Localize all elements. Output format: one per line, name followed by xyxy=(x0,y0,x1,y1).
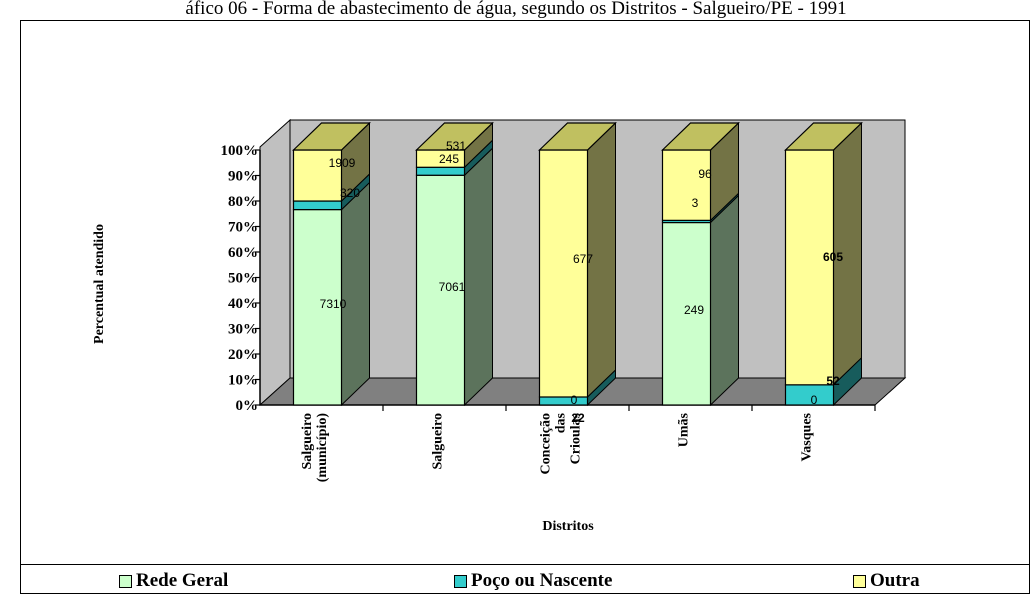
bar-segment xyxy=(540,150,588,397)
legend-swatch-poco xyxy=(454,575,467,588)
x-axis-title: Distritos xyxy=(542,519,594,534)
data-label: 1909 xyxy=(329,156,356,170)
bar-stack: 7310 320 1909 xyxy=(294,123,370,405)
bar-segment xyxy=(663,150,711,220)
y-tick-label: 90% xyxy=(228,169,258,185)
data-label: 677 xyxy=(573,252,593,266)
legend-item-rede-geral: Rede Geral xyxy=(119,570,228,592)
data-label: 249 xyxy=(684,303,704,317)
bar-segment xyxy=(294,201,342,210)
x-tick-label: Umãs xyxy=(677,412,692,447)
y-tick-label: 70% xyxy=(228,220,258,236)
legend-swatch-outra xyxy=(853,575,866,588)
data-label: 245 xyxy=(439,152,459,166)
data-label: 52 xyxy=(826,374,840,388)
bar-stack: 0 52 605 xyxy=(786,123,862,407)
data-label: 320 xyxy=(340,186,360,200)
x-tick-label: das xyxy=(554,412,569,433)
data-label: 605 xyxy=(823,250,843,264)
data-label: 531 xyxy=(446,139,466,153)
data-label: 3 xyxy=(692,196,699,210)
y-tick-label: 10% xyxy=(228,373,258,389)
x-tick-label: Salgueiro xyxy=(431,413,446,470)
y-tick-label: 40% xyxy=(228,296,258,312)
data-label: 96 xyxy=(698,167,712,181)
legend-label-rede-geral: Rede Geral xyxy=(136,570,228,592)
bar-side-segment xyxy=(711,196,739,405)
data-label: 7061 xyxy=(439,280,466,294)
bar-segment xyxy=(786,150,834,385)
legend: Rede Geral Poço ou Nascente Outra xyxy=(20,564,1030,594)
y-tick-label: 50% xyxy=(228,271,258,287)
x-tick-label: Salgueiro xyxy=(300,413,315,470)
legend-label-poco: Poço ou Nascente xyxy=(471,570,612,592)
data-label: 0 xyxy=(811,393,818,407)
legend-item-poco: Poço ou Nascente xyxy=(454,570,612,592)
bar-stack: 249 3 96 xyxy=(663,123,739,405)
data-label: 0 xyxy=(571,393,578,407)
x-tick-label: Vasques xyxy=(800,412,815,461)
bar-segment xyxy=(540,397,588,405)
y-tick-label: 80% xyxy=(228,194,258,210)
bar-side-segment xyxy=(342,183,370,405)
y-tick-label: 60% xyxy=(228,245,258,261)
bar-side-segment xyxy=(465,148,493,405)
y-axis-title: Percentual atendido xyxy=(92,224,107,344)
x-tick-label: Crioulas xyxy=(569,412,584,464)
legend-swatch-rede-geral xyxy=(119,575,132,588)
legend-label-outra: Outra xyxy=(870,570,920,592)
y-tick-label: 30% xyxy=(228,322,258,338)
y-tick-label: 100% xyxy=(221,143,259,159)
x-tick-label: (município) xyxy=(315,413,330,483)
y-tick-label: 0% xyxy=(236,398,259,414)
x-tick-label: Conceição xyxy=(539,413,554,474)
legend-item-outra: Outra xyxy=(853,570,920,592)
data-label: 7310 xyxy=(320,297,347,311)
side-wall xyxy=(260,120,290,405)
bar-segment xyxy=(417,167,465,175)
y-tick-label: 20% xyxy=(228,347,258,363)
